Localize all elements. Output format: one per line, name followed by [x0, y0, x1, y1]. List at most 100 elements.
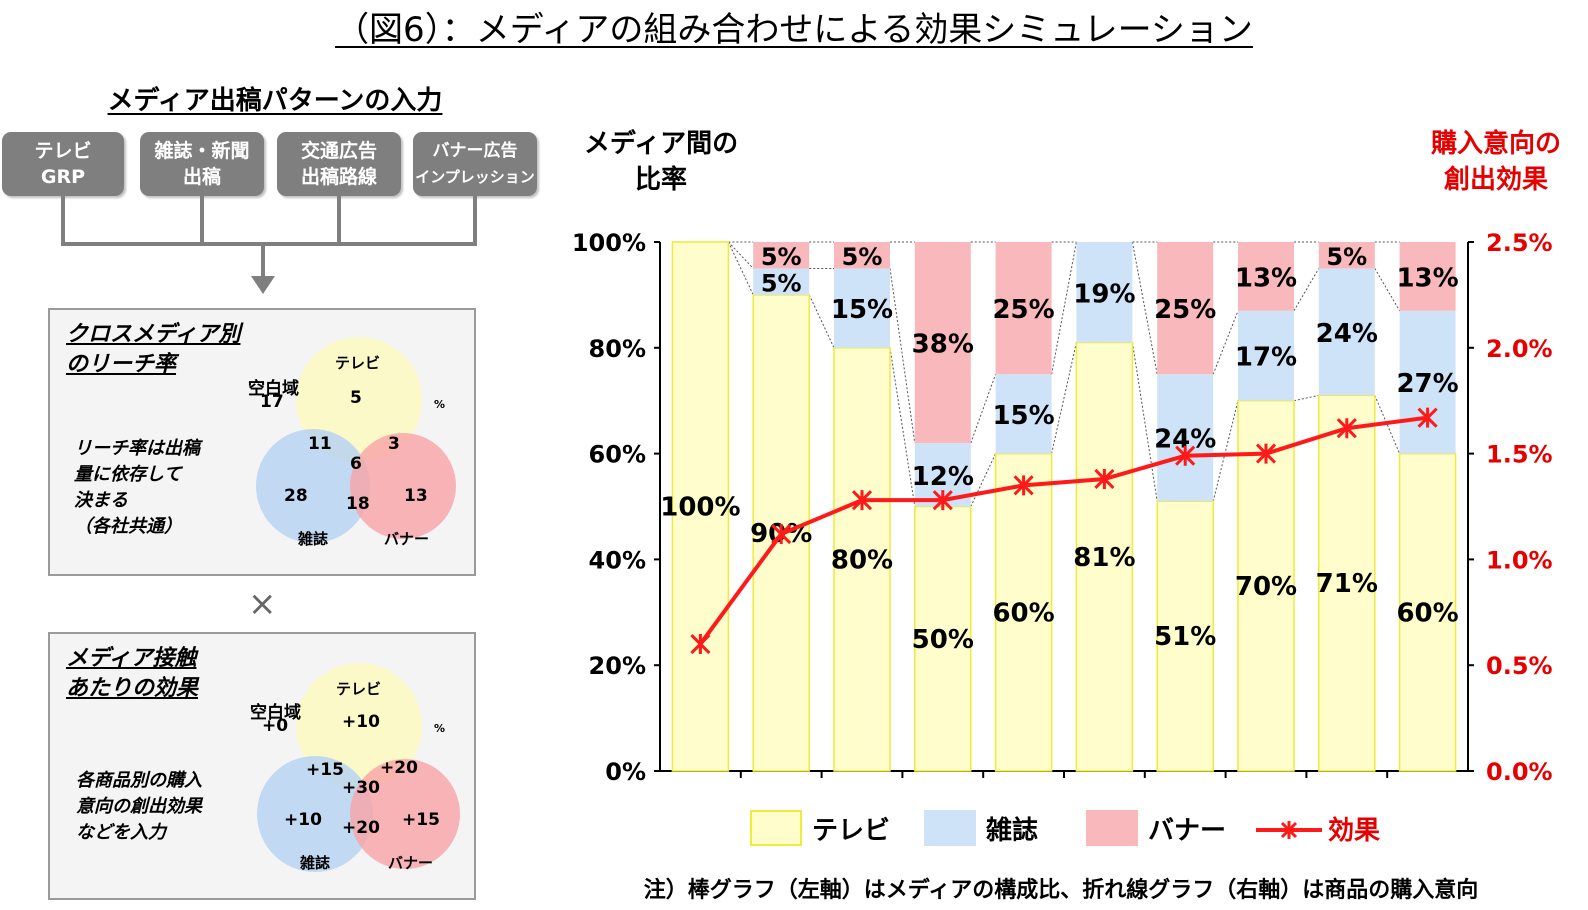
series-connector-line — [970, 374, 997, 444]
effect-point-marker — [1094, 468, 1115, 490]
bar-label-tv: 71% — [1316, 569, 1378, 599]
bar-label-magazine: 19% — [1073, 279, 1135, 309]
series-connector-line — [1293, 268, 1320, 312]
bar-magazine — [834, 268, 890, 348]
input-box-transit: 交通広告 出稿路線 — [277, 132, 401, 196]
series-connector-line — [728, 241, 754, 269]
legend-label-effect: 効果 — [1328, 816, 1381, 846]
effect-point-marker — [932, 490, 953, 511]
effect-blank-label: 空白域 — [250, 703, 301, 723]
effect-point-marker — [1417, 407, 1438, 428]
effect-point-marker — [771, 523, 792, 545]
effect-blank-value: +0 — [262, 716, 289, 736]
bar-banner — [1399, 242, 1456, 311]
effect-point-marker — [1336, 418, 1357, 439]
right-axis-tick-label: 1.5% — [1486, 441, 1553, 469]
bar-banner — [995, 242, 1052, 375]
left-axis-header: メディア間の 比率 — [566, 126, 756, 198]
bar-banner — [753, 242, 810, 269]
bar-label-magazine: 15% — [992, 401, 1054, 431]
bar-banner — [834, 242, 890, 269]
reach-label-magazine: 雑誌 — [298, 530, 329, 548]
reach-unit: % — [434, 398, 446, 411]
bar-label-magazine: 27% — [1396, 369, 1458, 399]
input-box-banner: バナー広告 インプレッション — [413, 132, 537, 196]
series-connector-line — [889, 347, 916, 507]
reach-value-magazine: 28 — [284, 486, 308, 506]
effect-value-banner: +15 — [402, 810, 440, 830]
bar-magazine — [1238, 310, 1294, 401]
effect-venn — [257, 663, 460, 872]
reach-note-line: 量に依存して — [74, 464, 182, 485]
reach-panel-title: クロスメディア別 のリーチ率 — [66, 320, 240, 380]
right-axis-tick-label: 0.5% — [1486, 652, 1553, 680]
legend-label-tv: テレビ — [812, 816, 891, 846]
bar-label-banner: 25% — [992, 295, 1054, 325]
input-box-banner-line2: インプレッション — [415, 168, 535, 186]
series-connector-line — [727, 241, 754, 296]
bar-label-tv: 100% — [660, 493, 740, 523]
right-axis-tick-label: 2.0% — [1486, 335, 1553, 363]
reach-venn — [256, 337, 456, 543]
bar-label-banner: 5% — [761, 243, 802, 271]
bar-banner — [1238, 242, 1294, 311]
input-box-magazine-line2: 出稿 — [182, 166, 221, 188]
input-box-transit-line2: 出稿路線 — [300, 166, 377, 188]
bar-label-magazine: 17% — [1235, 343, 1297, 373]
effect-value-tv-banner: +20 — [380, 758, 418, 778]
effect-line — [698, 415, 1428, 646]
chart-legend: テレビ 雑誌 バナー 効果 — [750, 808, 1550, 852]
bar-label-tv: 50% — [912, 625, 974, 655]
left-axis-tick-label: 40% — [589, 546, 646, 574]
left-axis-header-line1: メディア間の — [583, 129, 739, 159]
bar-label-magazine: 15% — [831, 295, 893, 325]
series-connector-line — [1131, 342, 1158, 502]
effect-label-banner: バナー — [388, 854, 434, 872]
reach-label-tv: テレビ — [335, 354, 381, 372]
bar-label-banner: 38% — [912, 330, 974, 360]
left-axis-tick-label: 60% — [589, 441, 646, 469]
effect-point-marker — [1013, 475, 1034, 496]
series-connector-line — [1293, 394, 1319, 402]
bar-tv — [671, 241, 730, 772]
right-axis-tick-label: 0.0% — [1486, 758, 1553, 786]
series-connector-line — [1212, 400, 1239, 502]
input-box-tv-line2: GRP — [40, 166, 86, 188]
bar-banner — [1157, 242, 1214, 375]
bar-label-banner: 5% — [1326, 243, 1367, 271]
series-connector-line — [1374, 268, 1401, 312]
effect-point-marker — [690, 633, 711, 655]
reach-value-all: 6 — [350, 454, 362, 474]
effect-unit: % — [434, 722, 446, 735]
figure-title: （図6）：メディアの組み合わせによる効果シミュレーション — [335, 10, 1253, 50]
bar-magazine — [1318, 268, 1375, 396]
bar-magazine — [1076, 242, 1133, 343]
input-box-magazine: 雑誌・新聞 出稿 — [140, 132, 264, 196]
reach-note-line: （各社共通） — [74, 516, 182, 537]
bar-magazine — [1157, 374, 1214, 502]
reach-panel: クロスメディア別 のリーチ率 リーチ率は出稿 量に依存して 決まる （各社共通）… — [48, 308, 476, 576]
bar-tv — [833, 347, 891, 772]
effect-value-magazine: +10 — [284, 810, 322, 830]
reach-panel-title-line1: クロスメディア別 — [66, 322, 241, 347]
bar-magazine — [1399, 310, 1456, 454]
bar-label-banner: 13% — [1396, 263, 1458, 293]
input-box-tv: テレビ GRP — [2, 132, 124, 196]
bar-label-tv: 51% — [1154, 622, 1216, 652]
effect-label-tv: テレビ — [336, 680, 382, 698]
bar-label-tv: 60% — [992, 598, 1054, 628]
legend-swatch-banner — [1086, 810, 1138, 846]
reach-note-line: 決まる — [74, 490, 128, 511]
right-axis-header-line1: 購入意向の — [1430, 129, 1561, 159]
effect-value-all: +30 — [342, 778, 380, 798]
bar-label-tv: 70% — [1235, 572, 1297, 602]
effect-point-marker — [1175, 445, 1196, 466]
series-connector-line — [1051, 241, 1077, 375]
bar-label-tv: 80% — [831, 545, 893, 575]
legend-swatch-effect — [1256, 821, 1322, 839]
reach-label-banner: バナー — [384, 530, 430, 548]
reach-note-line: リーチ率は出稿 — [74, 438, 200, 459]
legend-label-banner: バナー — [1148, 816, 1227, 846]
venn-circle-magazine — [256, 429, 370, 543]
